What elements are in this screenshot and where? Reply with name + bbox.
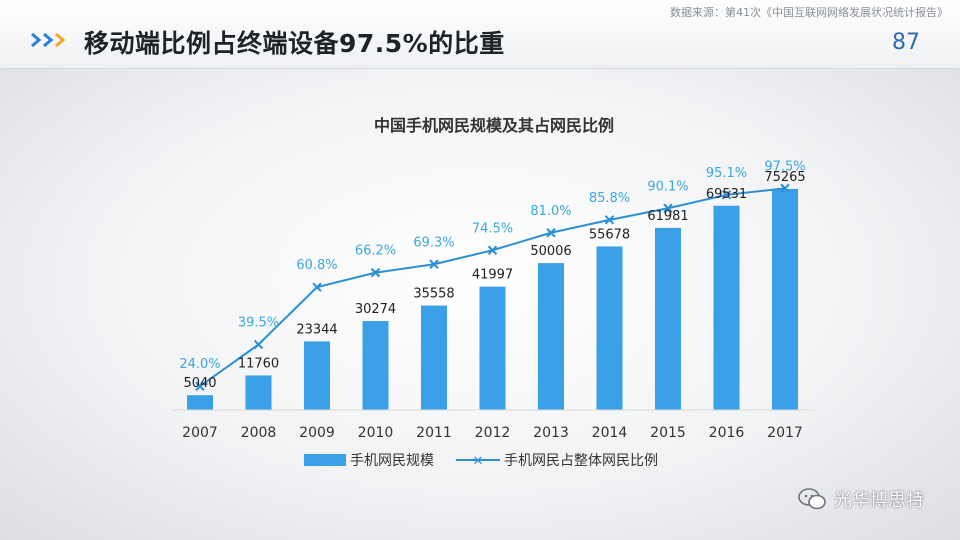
pct-label-2011: 69.3% — [413, 235, 454, 250]
pct-label-2013: 81.0% — [530, 204, 571, 219]
ratio-point-stroke — [195, 381, 205, 391]
pct-label-2010: 66.2% — [355, 244, 396, 259]
x-tick-2010: 2010 — [358, 425, 394, 441]
bar-value-label-2014: 55678 — [589, 227, 630, 242]
watermark: 光华博思特 — [798, 486, 924, 512]
x-tick-2013: 2013 — [533, 425, 569, 441]
legend-bar-label: 手机网民规模 — [350, 453, 434, 469]
bar-2011 — [421, 305, 447, 410]
bar-value-label-2016: 69531 — [706, 187, 747, 202]
chart: 中国手机网民规模及其占网民比例 5040 24.0% 2007 11760 39.5% 2… — [172, 116, 815, 469]
x-tick-2014: 2014 — [592, 425, 628, 441]
bar-value-label-2011: 35558 — [413, 287, 454, 302]
x-tick-2017: 2017 — [767, 425, 803, 441]
bar-2008 — [245, 375, 272, 410]
bar-value-label-2010: 30274 — [355, 302, 396, 317]
page-title: 移动端比例占终端设备97.5%的比重 — [84, 29, 505, 58]
wechat-icon — [798, 488, 826, 510]
legend: 手机网民规模 ✕ 手机网民占整体网民比例 — [304, 453, 658, 469]
bar-value-label-2017: 75265 — [764, 170, 805, 185]
ratio-point-2015 — [663, 203, 673, 213]
legend-bar-swatch — [304, 454, 346, 466]
chevrons-icon — [31, 32, 66, 48]
ratio-point-2010 — [370, 267, 381, 278]
ratio-point-2007 — [195, 381, 205, 391]
x-tick-2016: 2016 — [709, 425, 745, 441]
bar-value-label-2009: 23344 — [296, 322, 337, 337]
ratio-point-2012 — [487, 245, 498, 255]
ratio-point-stroke — [721, 190, 732, 200]
ratio-point-2009 — [312, 282, 322, 292]
x-tick-2015: 2015 — [650, 425, 686, 441]
legend-line-label: 手机网民占整体网民比例 — [504, 453, 658, 469]
x-tick-2007: 2007 — [182, 425, 218, 441]
bar-value-label-2013: 50006 — [530, 244, 571, 259]
x-tick-2011: 2011 — [416, 425, 452, 441]
x-tick-2012: 2012 — [475, 425, 511, 441]
ratio-point-stroke — [546, 228, 556, 238]
legend-line-marker: ✕ — [473, 454, 484, 469]
pct-label-2014: 85.8% — [589, 191, 630, 206]
bar-value-label-2007: 5040 — [183, 376, 216, 391]
bar-2012 — [479, 286, 506, 410]
bar-value-label-2008: 11760 — [238, 356, 279, 371]
page-number: 87 — [892, 30, 920, 55]
bar-2017 — [772, 188, 798, 410]
ratio-point-2016 — [721, 190, 732, 200]
ratio-point-2011 — [429, 259, 439, 269]
bar-value-label-2015: 61981 — [647, 209, 688, 224]
ratio-point-2014 — [604, 215, 615, 225]
bar-value-label-2012: 41997 — [472, 268, 513, 283]
ratio-point-stroke — [663, 203, 673, 213]
ratio-point-stroke — [604, 215, 615, 225]
pct-label-2012: 74.5% — [472, 221, 513, 236]
pct-label-2007: 24.0% — [179, 357, 220, 372]
ratio-point-stroke — [253, 339, 264, 350]
ratio-point-stroke — [429, 259, 439, 269]
pct-label-2009: 60.8% — [296, 258, 337, 273]
bar-2010 — [362, 321, 389, 410]
ratio-point-2013 — [546, 228, 556, 238]
ratio-point-2017 — [780, 183, 790, 194]
bar-2016 — [713, 205, 740, 410]
ratio-point-stroke — [487, 245, 498, 255]
bar-2015 — [655, 227, 681, 410]
ratio-point-2008 — [253, 339, 264, 350]
watermark-text: 光华博思特 — [834, 490, 924, 511]
pct-label-2008: 39.5% — [238, 316, 279, 331]
data-source: 数据来源：第41次《中国互联网网络发展状况统计报告》 — [670, 6, 948, 19]
ratio-point-stroke — [370, 267, 381, 278]
pct-label-2016: 95.1% — [706, 166, 747, 181]
pct-label-2015: 90.1% — [647, 179, 688, 194]
chart-title: 中国手机网民规模及其占网民比例 — [374, 116, 614, 135]
x-tick-2009: 2009 — [299, 425, 335, 441]
bar-2013 — [538, 263, 564, 410]
bar-2009 — [304, 341, 330, 410]
ratio-point-stroke — [312, 282, 322, 292]
x-tick-2008: 2008 — [241, 425, 277, 441]
bar-2007 — [187, 395, 213, 410]
ratio-point-stroke — [780, 183, 790, 194]
bar-2014 — [596, 246, 623, 410]
pct-label-2017: 97.5% — [764, 159, 805, 174]
slide-header: 数据来源：第41次《中国互联网网络发展状况统计报告》 移动端比例占终端设备97.… — [0, 0, 960, 69]
